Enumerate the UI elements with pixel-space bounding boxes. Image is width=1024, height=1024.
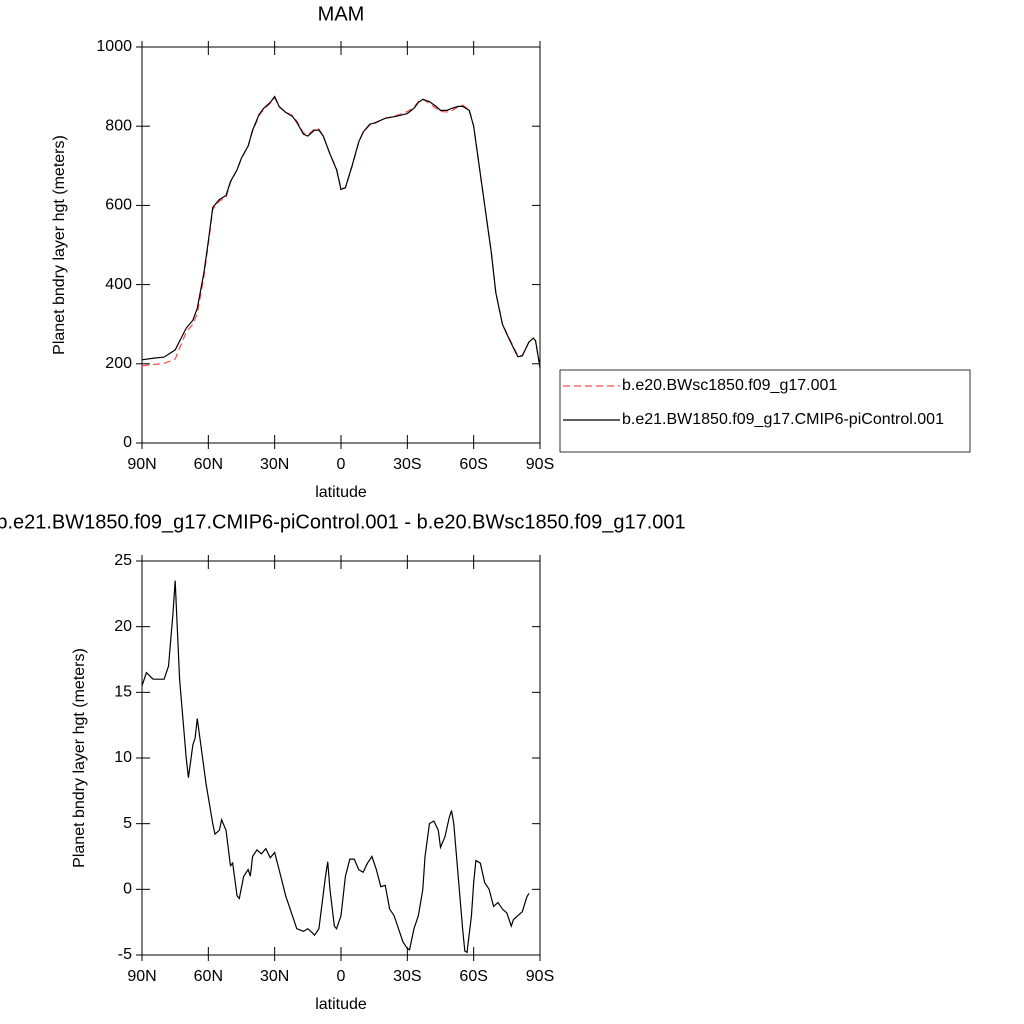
x-tick-label: 0 (337, 456, 346, 473)
x-tick-label: 60S (459, 456, 487, 473)
x-tick-label: 60S (459, 968, 487, 985)
y-tick-label: 20 (114, 618, 132, 635)
x-tick-label: 0 (337, 968, 346, 985)
y-tick-label: 600 (105, 197, 132, 214)
y-axis-label: Planet bndry layer hgt (meters) (51, 135, 68, 355)
y-tick-label: 10 (114, 749, 132, 766)
legend-label: b.e20.BWsc1850.f09_g17.001 (622, 377, 837, 394)
x-tick-label: 30N (260, 456, 289, 473)
y-tick-label: 0 (123, 881, 132, 898)
x-tick-label: 30N (260, 968, 289, 985)
y-tick-label: 400 (105, 276, 132, 293)
x-tick-label: 90S (526, 456, 554, 473)
y-tick-label: 15 (114, 684, 132, 701)
x-axis-label: latitude (315, 996, 367, 1013)
y-tick-label: 5 (123, 815, 132, 832)
y-tick-label: -5 (118, 946, 132, 963)
legend-label: b.e21.BW1850.f09_g17.CMIP6-piControl.001 (622, 411, 944, 428)
chart-title: MAM (318, 3, 365, 25)
data-line (141, 96, 541, 368)
plot-frame (141, 560, 541, 956)
y-tick-label: 0 (123, 434, 132, 451)
legend-box (559, 369, 971, 453)
x-tick-label: 60N (194, 456, 223, 473)
y-tick-label: 200 (105, 355, 132, 372)
chart-title: b.e21.BW1850.f09_g17.CMIP6-piControl.001… (0, 511, 686, 533)
plot-frame (141, 46, 541, 444)
x-axis-label: latitude (315, 484, 367, 501)
x-tick-label: 60N (194, 968, 223, 985)
y-tick-label: 800 (105, 117, 132, 134)
data-line (141, 95, 541, 368)
x-tick-label: 30S (393, 456, 421, 473)
x-tick-label: 90S (526, 968, 554, 985)
y-axis-label: Planet bndry layer hgt (meters) (71, 648, 88, 868)
x-tick-label: 30S (393, 968, 421, 985)
data-line (141, 580, 530, 954)
x-tick-label: 90N (127, 456, 156, 473)
y-tick-label: 25 (114, 552, 132, 569)
x-tick-label: 90N (127, 968, 156, 985)
y-tick-label: 1000 (96, 38, 132, 55)
